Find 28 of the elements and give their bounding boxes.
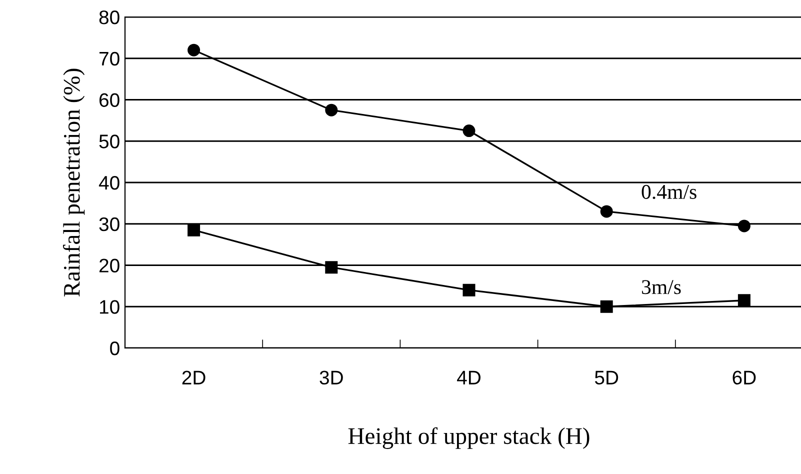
x-tick-label: 6D bbox=[732, 370, 756, 385]
y-tick-label: 0 bbox=[110, 341, 120, 356]
series-label: 3m/s bbox=[642, 280, 681, 294]
x-tick-label: 5D bbox=[594, 370, 618, 385]
point bbox=[188, 44, 200, 56]
y-tick-label: 10 bbox=[100, 300, 120, 314]
y-tick-label: 30 bbox=[99, 217, 120, 232]
x-tick-label: 3D bbox=[320, 370, 343, 385]
y-tick-label: 50 bbox=[99, 134, 120, 148]
point bbox=[325, 261, 338, 274]
point bbox=[462, 284, 476, 296]
point bbox=[738, 220, 750, 232]
series-label: 0.4m/s bbox=[642, 184, 696, 200]
point bbox=[600, 205, 613, 218]
point bbox=[325, 104, 338, 116]
x-tick-label: 2D bbox=[182, 370, 206, 384]
y-tick-label: 80 bbox=[99, 10, 120, 24]
x-axis-title: Height of upper stack (H) bbox=[348, 427, 590, 449]
point bbox=[738, 294, 750, 307]
y-tick-label: 40 bbox=[98, 176, 120, 190]
point bbox=[600, 300, 613, 313]
y-tick-label: 20 bbox=[99, 258, 120, 272]
y-axis-title: Rainfall penetration (%) bbox=[62, 68, 85, 297]
y-tick-label: 60 bbox=[100, 93, 120, 107]
x-tick-label: 4D bbox=[457, 370, 480, 384]
point bbox=[462, 124, 476, 138]
y-tick-label: 70 bbox=[100, 52, 120, 66]
point bbox=[188, 224, 200, 236]
